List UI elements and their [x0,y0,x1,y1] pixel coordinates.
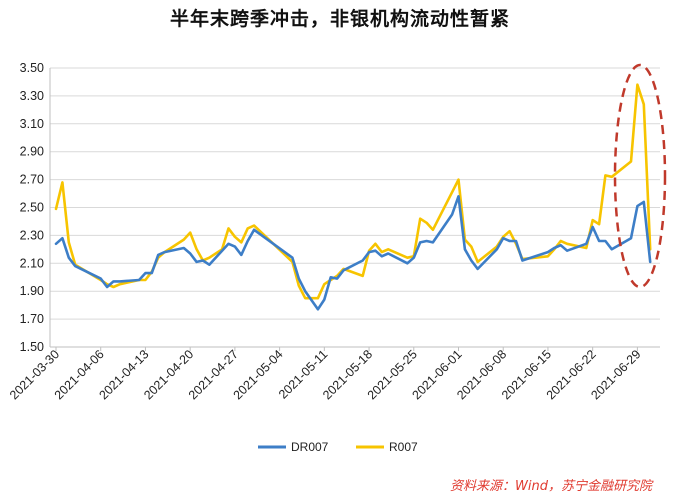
y-tick-label: 2.50 [20,201,44,215]
highlight-ellipse [613,63,667,289]
gridlines [50,67,660,320]
chart-title: 半年末跨季冲击，非银机构流动性暂紧 [169,8,510,30]
y-axis-tick-labels: 1.50 1.70 1.90 2.10 2.30 2.50 2.70 2.90 3.10 3.30… [20,61,44,354]
y-tick-label: 3.50 [20,61,44,75]
y-tick-label: 1.50 [20,340,44,354]
y-tick-label: 3.10 [20,117,44,131]
series-lines [54,83,652,311]
axes [49,68,660,351]
series-line-dr007 [54,195,652,311]
y-tick-label: 1.90 [20,284,44,298]
source-note: 资料来源：Wind，苏宁金融研究院 [450,479,652,494]
y-tick-label: 2.90 [20,145,44,159]
y-tick-label: 1.70 [20,312,44,326]
y-tick-label: 2.70 [20,173,44,187]
x-axis-tick-labels: 2021-03-302021-04-062021-04-132021-04-20… [7,347,644,402]
y-tick-label: 2.30 [20,228,44,242]
y-tick-label: 3.30 [20,89,44,103]
legend-label-dr007: DR007 [291,440,329,454]
y-tick-label: 2.10 [20,256,44,270]
legend-label-r007: R007 [389,440,418,454]
legend: DR007 R007 [258,440,418,454]
